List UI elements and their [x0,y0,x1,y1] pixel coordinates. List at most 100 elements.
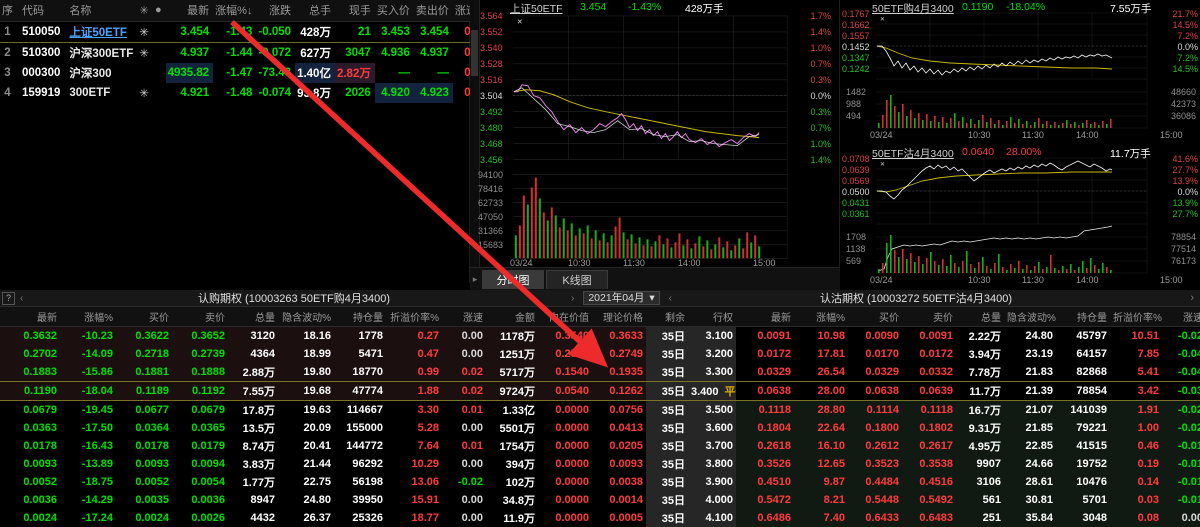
ch-put-prem[interactable]: 折溢价率% [1110,307,1162,327]
col-change-pct[interactable]: 涨幅%↓ [213,0,257,22]
options-chain-row[interactable]: 0.0052 -18.75 0.0052 0.0054 1.77万 22.75 56198 1… [0,473,1200,491]
options-chain-row[interactable]: 0.0679 -19.45 0.0677 0.0679 17.8万 19.63 114667… [0,400,1200,419]
ch-call-speed[interactable]: 涨速 [442,307,486,327]
put-last: 0.0329 [757,366,791,378]
options-chain-row[interactable]: 0.0036 -14.29 0.0035 0.0036 8947 24.80 39950 15… [0,491,1200,509]
options-chain-row[interactable]: 0.0363 -17.50 0.0364 0.0365 13.5万 20.09 155000… [0,419,1200,437]
quote-row[interactable]: 3 000300 沪深300 4935.82 -1.47 -73.43 1.40亿 2.82万… [0,63,508,83]
call-volume: 3120 [228,326,278,345]
strike-price[interactable]: 3.300 [688,363,736,382]
put-last: 0.5472 [736,491,794,509]
strike-price[interactable]: 3.900 [688,473,736,491]
strike-price[interactable]: 3.200 [688,345,736,363]
ch-call-last[interactable]: 最新 [0,307,60,327]
call-speed: 0.01 [461,440,483,452]
quote-star-b [152,21,166,43]
quote-star-b [153,63,166,83]
ch-put-speed[interactable]: 涨速 [1162,307,1200,327]
put-chart-name[interactable]: 50ETF沽4月3400 [872,148,954,160]
tab-kline[interactable]: K线图 [546,269,608,289]
quote-name[interactable]: 沪深300ETF [69,48,134,60]
axis-label: 27.7% [1172,209,1198,219]
col-index[interactable]: 序 [0,0,17,22]
col-name[interactable]: 名称 [64,0,138,22]
col-last[interactable]: 最新 [165,0,214,22]
next-page-icon[interactable]: › [1190,292,1194,304]
ch-call-prem[interactable]: 折溢价率% [386,307,442,327]
col-star-b[interactable]: ● [152,0,166,22]
ch-put-ask[interactable]: 卖价 [902,307,956,327]
ch-put-vol[interactable]: 总量 [956,307,1004,327]
options-chain-row[interactable]: 0.3632 -10.23 0.3622 0.3652 3120 18.16 1778 0.2… [0,326,1200,345]
options-chain-row[interactable]: 0.2702 -14.09 0.2718 0.2739 4364 18.99 5471 0.4… [0,345,1200,363]
ch-call-vol[interactable]: 总量 [228,307,278,327]
ch-call-theo[interactable]: 理论价格 [592,307,646,327]
month-prev-icon[interactable]: › [571,292,575,304]
axis-label: 1138 [846,244,866,254]
axis-label: 14.5% [1172,20,1198,30]
ch-call-ask[interactable]: 卖价 [172,307,228,327]
tab-scroll-left-icon[interactable]: ▸ [472,273,478,284]
strike-price[interactable]: 3.100 [688,326,736,345]
chart-panel-call[interactable]: 50ETF购4月3400 0.1190 -18.04% 7.55万手 [840,0,1200,145]
quote-name[interactable]: 300ETF [69,87,111,99]
strike-price[interactable]: 4.000 [688,491,736,509]
call-chart-name[interactable]: 50ETF购4月3400 [872,3,954,15]
month-next-icon[interactable]: ‹ [668,292,673,304]
quote-code: 510050 [17,21,65,43]
ch-remaining[interactable]: 剩余 [646,307,688,327]
tab-intraday[interactable]: 分时图 [482,269,544,289]
prev-page-icon[interactable]: ‹ [20,292,24,304]
ch-call-amt[interactable]: 金额 [486,307,538,327]
quote-row[interactable]: 4 159919 300ETF ✳ 4.921 -1.48 -0.074 93.8万 2026 4… [0,83,508,103]
put-ask: 0.3538 [902,455,956,473]
col-star-a[interactable]: ✳ [137,0,153,22]
put-implied-vol: 22.85 [1004,437,1056,455]
ch-call-bid[interactable]: 买价 [116,307,172,327]
quote-name[interactable]: 沪深300 [69,68,112,80]
svg-text:✕: ✕ [880,162,885,168]
quote-name[interactable]: 上证50ETF [64,21,138,43]
quote-row[interactable]: 1 510050 上证50ETF ✳ 3.454 -1.43 -0.050 428万 21 3.4… [0,21,508,43]
call-speed: 0.00 [461,422,483,434]
ch-put-oi[interactable]: 持仓量 [1056,307,1110,327]
col-ask[interactable]: 卖出价 [413,0,453,22]
options-chain-row[interactable]: 0.0024 -17.24 0.0024 0.0026 4432 26.37 25326 18… [0,509,1200,527]
strike-price[interactable]: 3.700 [688,437,736,455]
ch-strike[interactable]: 行权 [688,307,736,327]
ch-call-intr[interactable]: 内在价值 [538,307,592,327]
strike-price[interactable]: 3.800 [688,455,736,473]
col-bid[interactable]: 买入价 [374,0,414,22]
col-code[interactable]: 代码 [17,0,65,22]
options-chain-row[interactable]: 0.0093 -13.89 0.0093 0.0094 3.83万 21.44 96292 1… [0,455,1200,473]
chart-panel-put[interactable]: 50ETF沽4月3400 0.0640 28.00% 11.7万手 [840,145,1200,290]
quote-current-volume: 21 [334,21,375,43]
ch-put-iv[interactable]: 隐含波动% [1004,307,1056,327]
options-chain-row[interactable]: 0.1883 -15.86 0.1881 0.1888 2.88万 19.80 18770 0… [0,363,1200,382]
options-chain-row[interactable]: 0.1190 -18.04 0.1189 0.1192 7.55万 19.68 47774 1… [0,381,1200,401]
quote-star-a: ✳ [137,21,153,43]
strike-price[interactable]: 3.500 [688,400,736,419]
col-volume[interactable]: 总手 [295,0,335,22]
strike-price[interactable]: 3.600 [688,419,736,437]
col-change[interactable]: 涨跌 [256,0,296,22]
options-chain-row[interactable]: 0.0178 -16.43 0.0178 0.0179 8.74万 20.41 144772… [0,437,1200,455]
chart-name[interactable]: 上证50ETF [510,3,563,15]
ch-put-bid[interactable]: 买价 [848,307,902,327]
strike-price[interactable]: 3.400平值合约 [688,381,736,401]
month-select[interactable]: 2021年04月 ▾ [583,291,660,305]
col-current-volume[interactable]: 现手 [334,0,375,22]
chart-panel-underlying[interactable]: 上证50ETF 3.454 -1.43% 428万手 [470,0,840,290]
ch-put-last[interactable]: 最新 [736,307,794,327]
ch-put-chg[interactable]: 涨幅% [794,307,848,327]
ch-call-chg[interactable]: 涨幅% [60,307,116,327]
strike-price[interactable]: 4.100 [688,509,736,527]
chevron-down-icon[interactable]: ▾ [649,291,655,304]
call-last: 0.0178 [23,440,57,452]
put-speed: -0.03 [1162,381,1200,401]
put-speed: -0.02 [1177,330,1200,342]
ch-call-iv[interactable]: 隐含波动% [278,307,334,327]
help-icon[interactable]: ? [2,291,15,305]
quote-row[interactable]: 2 510300 沪深300ETF ✳ 4.937 -1.44 -0.072 627万 3047… [0,43,508,64]
ch-call-oi[interactable]: 持仓量 [334,307,386,327]
